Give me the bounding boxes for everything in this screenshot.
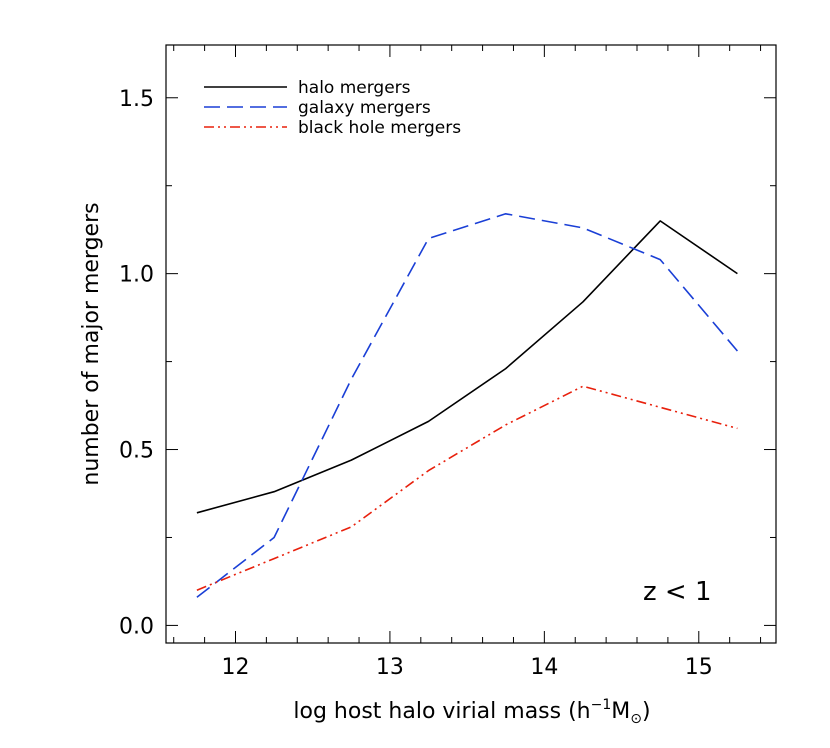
x-axis-label-main: log host halo virial mass (h xyxy=(293,699,590,724)
y-tick-label: 1.5 xyxy=(119,87,154,112)
x-tick-label: 13 xyxy=(376,655,404,680)
y-tick-label: 0.0 xyxy=(119,614,154,639)
x-axis-label-exponent: −1 xyxy=(591,697,612,713)
y-tick-label: 1.0 xyxy=(119,263,154,288)
series-line-1 xyxy=(196,220,738,514)
plot-frame xyxy=(165,44,777,644)
axis-ticks: 12 13 14 15 0.0 0.5 1.0 1.5 xyxy=(119,45,776,680)
legend-label-3: black hole mergers xyxy=(298,118,461,138)
x-axis-label: log host halo virial mass (h−1M⊙) xyxy=(293,697,650,727)
series-line-2 xyxy=(196,213,739,598)
series-lines xyxy=(196,213,739,598)
x-axis-label-unit-subscript: ⊙ xyxy=(630,711,642,727)
x-axis-label-close: ) xyxy=(642,699,651,724)
legend-label-1: halo mergers xyxy=(298,78,411,98)
series-line-3 xyxy=(196,385,738,591)
annotation-redshift: z < 1 xyxy=(643,577,712,607)
y-tick-label: 0.5 xyxy=(119,439,154,464)
y-axis-label: number of major mergers xyxy=(79,202,104,485)
x-tick-label: 15 xyxy=(685,655,713,680)
legend-label-2: galaxy mergers xyxy=(298,98,431,118)
x-axis-label-unit: M xyxy=(611,699,630,724)
x-tick-label: 14 xyxy=(530,655,558,680)
x-tick-label: 12 xyxy=(221,655,249,680)
